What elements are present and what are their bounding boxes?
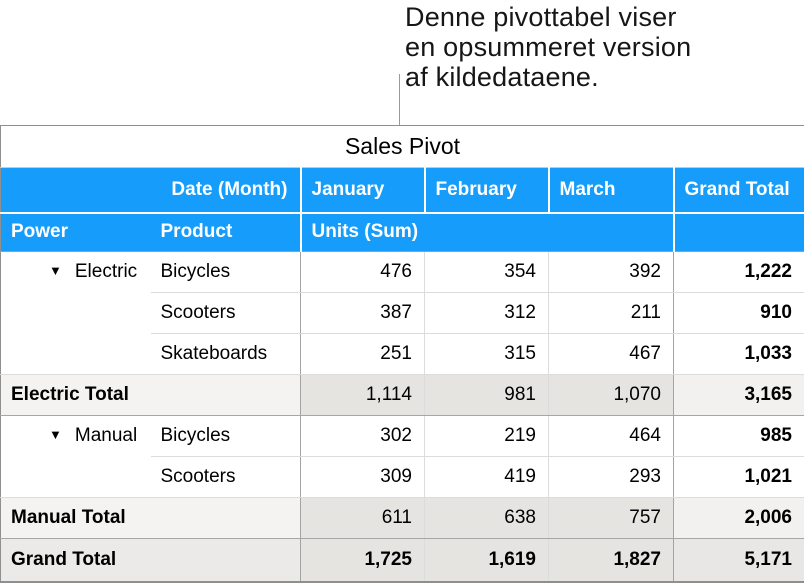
cell-jan[interactable]: 1,114 [300,374,425,416]
cell-total-label[interactable]: Electric Total [0,374,301,416]
cell-feb[interactable]: 219 [424,415,549,457]
header-power[interactable]: Power [0,212,151,252]
cell-jan[interactable]: 302 [300,415,425,457]
cell-product[interactable]: Scooters [150,456,301,498]
cell-jan[interactable]: 476 [300,251,425,293]
cell-mar[interactable]: 464 [548,415,674,457]
cell-total-label[interactable]: Manual Total [0,497,301,539]
disclosure-triangle-icon[interactable]: ▼ [49,427,62,442]
header-february[interactable]: February [424,167,550,214]
cell-feb[interactable]: 354 [424,251,549,293]
cell-mar[interactable]: 293 [548,456,674,498]
cell-row-total[interactable]: 1,021 [673,456,804,498]
table-row: Scooters 309 419 293 1,021 [1,456,804,498]
cell-mar[interactable]: 467 [548,333,674,375]
table-row: Skateboards 251 315 467 1,033 [1,333,804,375]
cell-product[interactable]: Scooters [150,292,301,334]
cell-row-total[interactable]: 5,171 [673,538,804,582]
cell-product[interactable]: Skateboards [150,333,301,375]
cell-grand-label[interactable]: Grand Total [0,538,301,582]
cell-feb[interactable]: 419 [424,456,549,498]
cell-feb[interactable]: 981 [424,374,549,416]
callout-line-1: Denne pivottabel viser [405,2,677,32]
cell-row-total[interactable]: 985 [673,415,804,457]
header-date-month[interactable]: Date (Month) [0,167,302,214]
cell-product[interactable]: Bicycles [150,415,301,457]
group-label-manual: Manual [74,425,138,446]
cell-row-total[interactable]: 910 [673,292,804,334]
pivot-table: Sales Pivot Date (Month) January Februar… [0,125,804,583]
callout-connector-line [399,74,400,125]
header-march[interactable]: March [548,167,675,214]
cell-jan[interactable]: 309 [300,456,425,498]
group-cell-manual[interactable]: ▼ Manual [0,415,151,498]
table-row-grand-total: Grand Total 1,725 1,619 1,827 5,171 [0,538,804,582]
table-row-manual-total: Manual Total 611 638 757 2,006 [0,497,804,539]
group-label-electric: Electric [74,261,138,282]
header-grand-total[interactable]: Grand Total [673,167,804,214]
header-january[interactable]: January [300,167,426,214]
callout-line-2: en opsummeret version [405,32,692,62]
cell-feb[interactable]: 315 [424,333,549,375]
header-units-sum[interactable]: Units (Sum) [300,212,675,252]
cell-row-total[interactable]: 1,033 [673,333,804,375]
cell-mar[interactable]: 1,070 [548,374,674,416]
table-row: ▼ Manual Bicycles 302 219 464 985 [0,415,804,498]
disclosure-triangle-icon[interactable]: ▼ [49,263,62,278]
cell-jan[interactable]: 251 [300,333,425,375]
cell-jan[interactable]: 387 [300,292,425,334]
callout-text: Denne pivottabel viser en opsummeret ver… [405,2,691,92]
cell-feb[interactable]: 1,619 [424,538,549,582]
cell-product[interactable]: Bicycles [150,251,301,293]
cell-jan[interactable]: 611 [300,497,425,539]
callout-line-3: af kildedataene. [405,62,599,92]
cell-row-total[interactable]: 2,006 [673,497,804,539]
table-row: ▼ Electric Bicycles 476 354 392 1,222 [0,251,804,375]
cell-feb[interactable]: 312 [424,292,549,334]
table-title[interactable]: Sales Pivot [0,125,804,168]
cell-mar[interactable]: 1,827 [548,538,674,582]
table-row: Scooters 387 312 211 910 [1,292,804,334]
cell-mar[interactable]: 392 [548,251,674,293]
cell-row-total[interactable]: 1,222 [673,251,804,293]
cell-jan[interactable]: 1,725 [300,538,425,582]
cell-row-total[interactable]: 3,165 [673,374,804,416]
group-cell-electric[interactable]: ▼ Electric [0,251,151,375]
header-product[interactable]: Product [150,212,302,252]
cell-feb[interactable]: 638 [424,497,549,539]
table-row-electric-total: Electric Total 1,114 981 1,070 3,165 [0,374,804,416]
header-grand-total-spacer [673,212,804,252]
cell-mar[interactable]: 757 [548,497,674,539]
cell-mar[interactable]: 211 [548,292,674,334]
